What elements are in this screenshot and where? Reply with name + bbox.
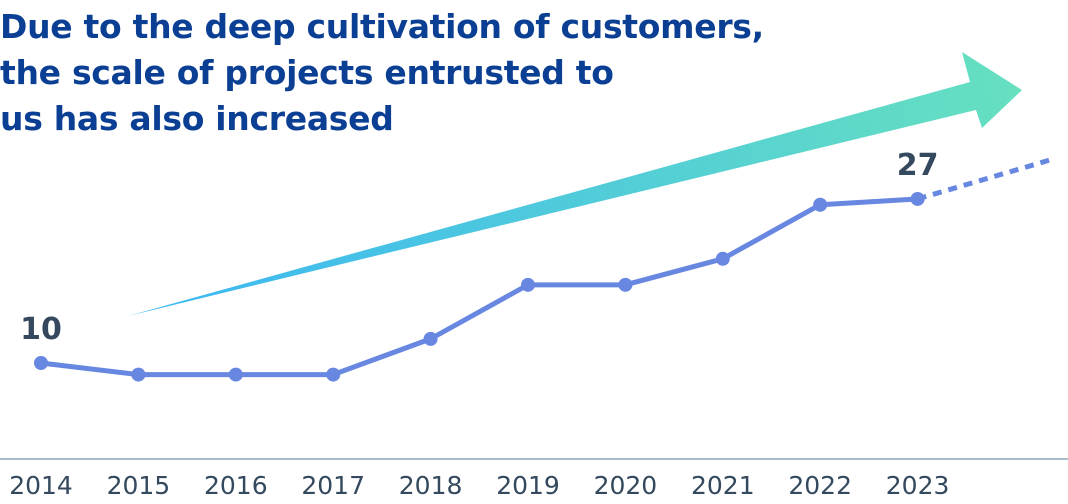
title-line: us has also increased <box>0 99 394 138</box>
data-point-2021 <box>715 251 730 266</box>
data-point-2015 <box>131 367 146 382</box>
series-line <box>40 196 918 378</box>
data-point-2019 <box>521 277 535 292</box>
x-tick-label: 2014 <box>9 471 73 500</box>
x-tick-label: 2022 <box>788 471 852 500</box>
x-tick-label: 2021 <box>691 471 755 500</box>
title-line: the scale of projects entrusted to <box>0 53 614 92</box>
data-point-2022 <box>813 197 828 212</box>
data-point-2016 <box>228 367 243 382</box>
data-label-2023: 27 <box>897 148 939 183</box>
chart-title: Due to the deep cultivation of customers… <box>0 4 764 142</box>
x-tick-label: 2023 <box>886 471 950 500</box>
data-label-2014: 10 <box>20 312 62 347</box>
x-tick-label: 2015 <box>107 471 171 500</box>
x-tick-label: 2020 <box>594 471 658 500</box>
data-point-2018 <box>423 331 438 346</box>
x-tick-label: 2016 <box>204 471 268 500</box>
x-tick-label: 2017 <box>301 471 365 500</box>
x-tick-label: 2019 <box>496 471 560 500</box>
growth-arrow-icon <box>128 52 1022 316</box>
data-point-2017 <box>326 367 341 382</box>
data-point-2023 <box>910 191 925 206</box>
x-tick-label: 2018 <box>399 471 463 500</box>
trend-extension-line <box>916 157 1051 202</box>
data-point-2014 <box>34 356 48 370</box>
data-point-2020 <box>618 277 633 292</box>
title-line: Due to the deep cultivation of customers… <box>0 7 764 46</box>
